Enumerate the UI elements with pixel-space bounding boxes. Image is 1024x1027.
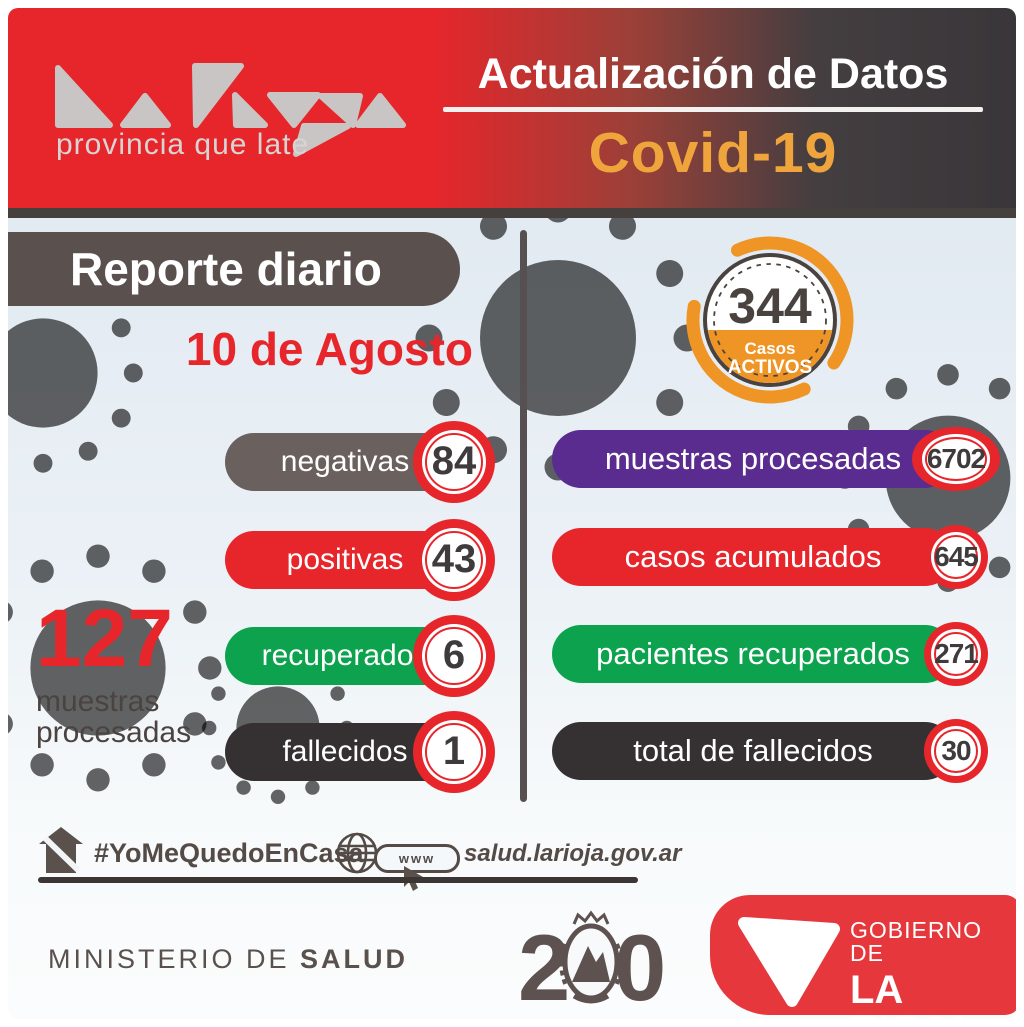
globe-icon <box>336 832 378 874</box>
stat-value-badge: 30 <box>924 719 988 783</box>
report-title-badge: Reporte diario <box>8 232 460 306</box>
header-banner: provincia que late Actualización de Dato… <box>8 8 1016 208</box>
stat-pill: casos acumulados <box>552 528 954 586</box>
stat-label: casos acumulados <box>624 539 882 574</box>
gov-text-line1: GOBIERNO DE <box>850 917 982 966</box>
stat-value: 645 <box>934 541 979 572</box>
stat-label: pacientes recuperados <box>596 636 910 671</box>
content-area: Reporte diario 10 de Agosto 127 muestras… <box>8 218 1016 1019</box>
bicentennial-logo: 2 0 <box>518 910 666 1018</box>
ministry-text: MINISTERIO DE SALUD <box>48 944 408 975</box>
active-cases-label2: ACTIVOS <box>728 357 812 378</box>
report-title: Reporte diario <box>70 243 382 295</box>
samples-value: 127 <box>36 593 173 684</box>
stat-label: negativas <box>280 445 410 478</box>
stat-value: 30 <box>941 735 971 766</box>
gov-text-line2: LA RIOJA <box>850 968 972 1019</box>
bicentennial-digit-0: 0 <box>614 915 666 1018</box>
stat-pill: pacientes recuperados <box>552 625 954 683</box>
stat-row-pacientes-recuperados: pacientes recuperados 271 <box>552 622 990 686</box>
ministry-light: MINISTERIO DE <box>48 944 301 974</box>
active-cases-badge: 344 Casos ACTIVOS <box>686 236 854 404</box>
report-date: 10 de Agosto <box>185 323 473 375</box>
website-link[interactable]: salud.larioja.gov.ar <box>464 840 682 867</box>
stat-value-badge: 645 <box>924 525 988 589</box>
stat-value-badge: 1 <box>413 711 495 793</box>
gov-triangle-icon <box>738 917 840 1007</box>
stat-pill: muestras procesadas <box>552 430 954 488</box>
stat-value: 43 <box>431 537 477 582</box>
daily-samples: 127 muestras procesadas <box>36 593 192 750</box>
samples-label-line1: muestras <box>36 684 160 718</box>
stat-row-muestras-procesadas: muestras procesadas 6702 <box>552 427 1000 491</box>
header-title: Actualización de Datos <box>477 50 949 98</box>
bicentennial-digit-2: 2 <box>518 915 570 1018</box>
stat-row-total-fallecidos: total de fallecidos 30 <box>552 719 990 783</box>
la-rioja-logo <box>55 63 406 157</box>
stat-label: recuperados <box>261 639 429 672</box>
stat-value-badge: 43 <box>413 519 495 601</box>
stat-label: positivas <box>286 543 404 576</box>
stat-label: muestras procesadas <box>604 441 902 476</box>
footer-rule <box>38 877 638 883</box>
ministry-bold: SALUD <box>300 944 409 974</box>
stat-value-badge: 84 <box>413 421 495 503</box>
stat-row-casos-acumulados: casos acumulados 645 <box>552 525 990 589</box>
stat-value-badge: 6702 <box>912 427 1000 491</box>
stat-value: 6 <box>442 633 466 678</box>
header-underline <box>443 107 983 112</box>
www-badge: www <box>374 844 460 873</box>
stat-value: 84 <box>431 439 477 484</box>
header-subtitle: Covid-19 <box>588 121 838 185</box>
house-icon <box>39 827 83 873</box>
www-label: www <box>398 851 436 866</box>
header-divider-bar <box>8 208 1016 218</box>
stat-value-badge: 6 <box>413 615 495 697</box>
column-divider <box>520 230 527 802</box>
stat-pill: total de fallecidos <box>552 722 954 780</box>
active-cases-label1: Casos <box>744 339 795 358</box>
stat-label: fallecidos <box>282 735 408 768</box>
logo-tagline: provincia que late <box>56 128 310 161</box>
samples-label-line2: procesadas <box>36 716 192 750</box>
stat-row-fallecidos: fallecidos 1 <box>225 711 495 793</box>
stat-value: 271 <box>934 638 979 669</box>
hashtag-text: #YoMeQuedoEnCasa <box>94 838 364 868</box>
active-cases-value: 344 <box>728 278 812 334</box>
stat-value: 1 <box>442 729 466 774</box>
stat-row-positivas: positivas 43 <box>225 519 495 601</box>
government-badge: GOBIERNO DE LA RIOJA <box>710 895 1016 1019</box>
stat-value: 6702 <box>926 443 986 474</box>
stat-row-recuperados: recuperados 6 <box>225 615 495 697</box>
stat-label: total de fallecidos <box>633 733 873 768</box>
stat-value-badge: 271 <box>924 622 988 686</box>
stat-row-negativas: negativas 84 <box>225 421 495 503</box>
